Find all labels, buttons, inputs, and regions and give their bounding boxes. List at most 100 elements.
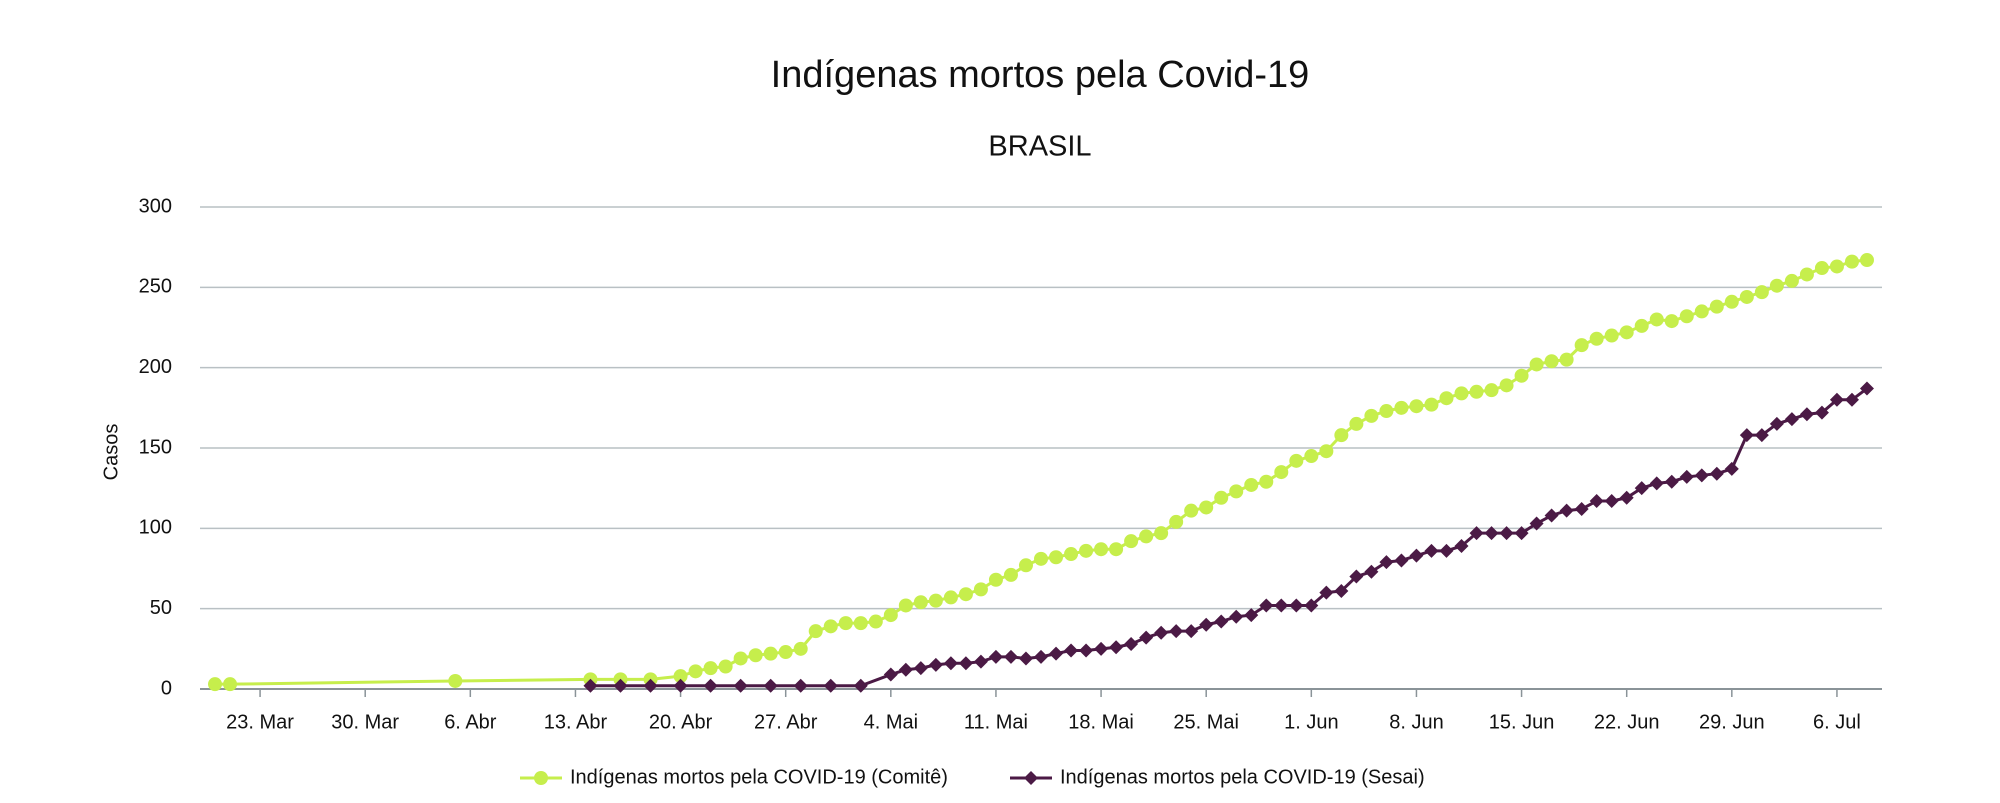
- x-tick-label: 30. Mar: [331, 711, 399, 733]
- legend-marker: [534, 771, 548, 785]
- data-point: [1484, 526, 1499, 541]
- data-point: [1244, 608, 1259, 623]
- data-point: [1214, 614, 1229, 629]
- data-point: [1664, 474, 1679, 489]
- legend-marker: [1024, 771, 1038, 785]
- data-point: [1694, 304, 1709, 319]
- data-point: [1469, 526, 1484, 541]
- data-point: [853, 678, 868, 693]
- data-point: [1754, 285, 1769, 300]
- data-point: [1784, 412, 1799, 427]
- data-point: [448, 673, 463, 688]
- data-point: [1049, 550, 1064, 565]
- y-tick-label: 150: [139, 436, 172, 458]
- chart-subtitle: BRASIL: [988, 131, 1091, 163]
- data-point: [958, 587, 973, 602]
- x-tick-label: 6. Abr: [444, 711, 497, 733]
- x-tick-label: 1. Jun: [1284, 711, 1338, 733]
- data-point: [1289, 453, 1304, 468]
- data-point: [1124, 534, 1139, 549]
- x-tick-label: 4. Mai: [864, 711, 918, 733]
- data-point: [1514, 526, 1529, 541]
- data-point: [1154, 526, 1169, 541]
- data-point: [1364, 564, 1379, 579]
- data-point: [1379, 404, 1394, 419]
- data-point: [1094, 542, 1109, 557]
- x-tick-label: 6. Jul: [1813, 711, 1861, 733]
- data-point: [1319, 444, 1334, 459]
- x-tick-label: 27. Abr: [754, 711, 818, 733]
- data-point: [1604, 328, 1619, 343]
- data-point: [1334, 583, 1349, 598]
- data-point: [763, 678, 778, 693]
- data-point: [1574, 338, 1589, 353]
- data-point: [1724, 294, 1739, 309]
- data-point: [1679, 309, 1694, 324]
- data-point: [1709, 299, 1724, 314]
- data-point: [703, 661, 718, 676]
- x-tick-label: 15. Jun: [1489, 711, 1555, 733]
- data-point: [1604, 494, 1619, 509]
- data-point: [688, 664, 703, 679]
- data-point: [1754, 428, 1769, 443]
- data-point: [898, 598, 913, 613]
- chart-title: Indígenas mortos pela Covid-19: [771, 54, 1310, 96]
- data-point: [1229, 484, 1244, 499]
- data-point: [1184, 624, 1199, 639]
- data-point: [1079, 643, 1094, 658]
- data-point: [1394, 553, 1409, 568]
- data-point: [1109, 640, 1124, 655]
- data-point: [1739, 428, 1754, 443]
- data-point: [1349, 416, 1364, 431]
- data-point: [1274, 598, 1289, 613]
- data-point: [1409, 548, 1424, 563]
- data-point: [1259, 598, 1274, 613]
- data-point: [778, 645, 793, 660]
- data-point: [1289, 598, 1304, 613]
- data-point: [1229, 609, 1244, 624]
- data-point: [733, 678, 748, 693]
- data-point: [583, 678, 598, 693]
- data-point: [1439, 543, 1454, 558]
- data-point: [1649, 312, 1664, 327]
- data-point: [208, 677, 223, 692]
- data-point: [1244, 477, 1259, 492]
- data-point: [883, 667, 898, 682]
- x-tick-label: 23. Mar: [226, 711, 294, 733]
- data-point: [1304, 449, 1319, 464]
- data-point: [793, 641, 808, 656]
- data-point: [1679, 469, 1694, 484]
- data-point: [1499, 526, 1514, 541]
- x-tick-label: 20. Abr: [649, 711, 713, 733]
- data-point: [748, 648, 763, 663]
- data-point: [1109, 542, 1124, 557]
- y-tick-label: 0: [161, 677, 172, 699]
- x-tick-label: 8. Jun: [1389, 711, 1443, 733]
- data-point: [1259, 474, 1274, 489]
- data-point: [1169, 624, 1184, 639]
- data-point: [673, 669, 688, 684]
- data-point: [1124, 637, 1139, 652]
- data-point: [673, 678, 688, 693]
- data-point: [973, 582, 988, 597]
- data-point: [1634, 481, 1649, 496]
- data-point: [1199, 617, 1214, 632]
- data-point: [1274, 465, 1289, 480]
- data-point: [1544, 354, 1559, 369]
- data-point: [823, 678, 838, 693]
- data-point: [1394, 400, 1409, 415]
- data-point: [1139, 630, 1154, 645]
- data-point: [1619, 490, 1634, 505]
- data-point: [763, 646, 778, 661]
- data-point: [943, 656, 958, 671]
- data-point: [823, 619, 838, 634]
- data-point: [928, 593, 943, 608]
- data-point: [613, 678, 628, 693]
- data-point: [1424, 543, 1439, 558]
- data-point: [1364, 408, 1379, 423]
- data-point: [988, 649, 1003, 664]
- data-point: [1439, 391, 1454, 406]
- y-axis-label: Casos: [100, 424, 122, 481]
